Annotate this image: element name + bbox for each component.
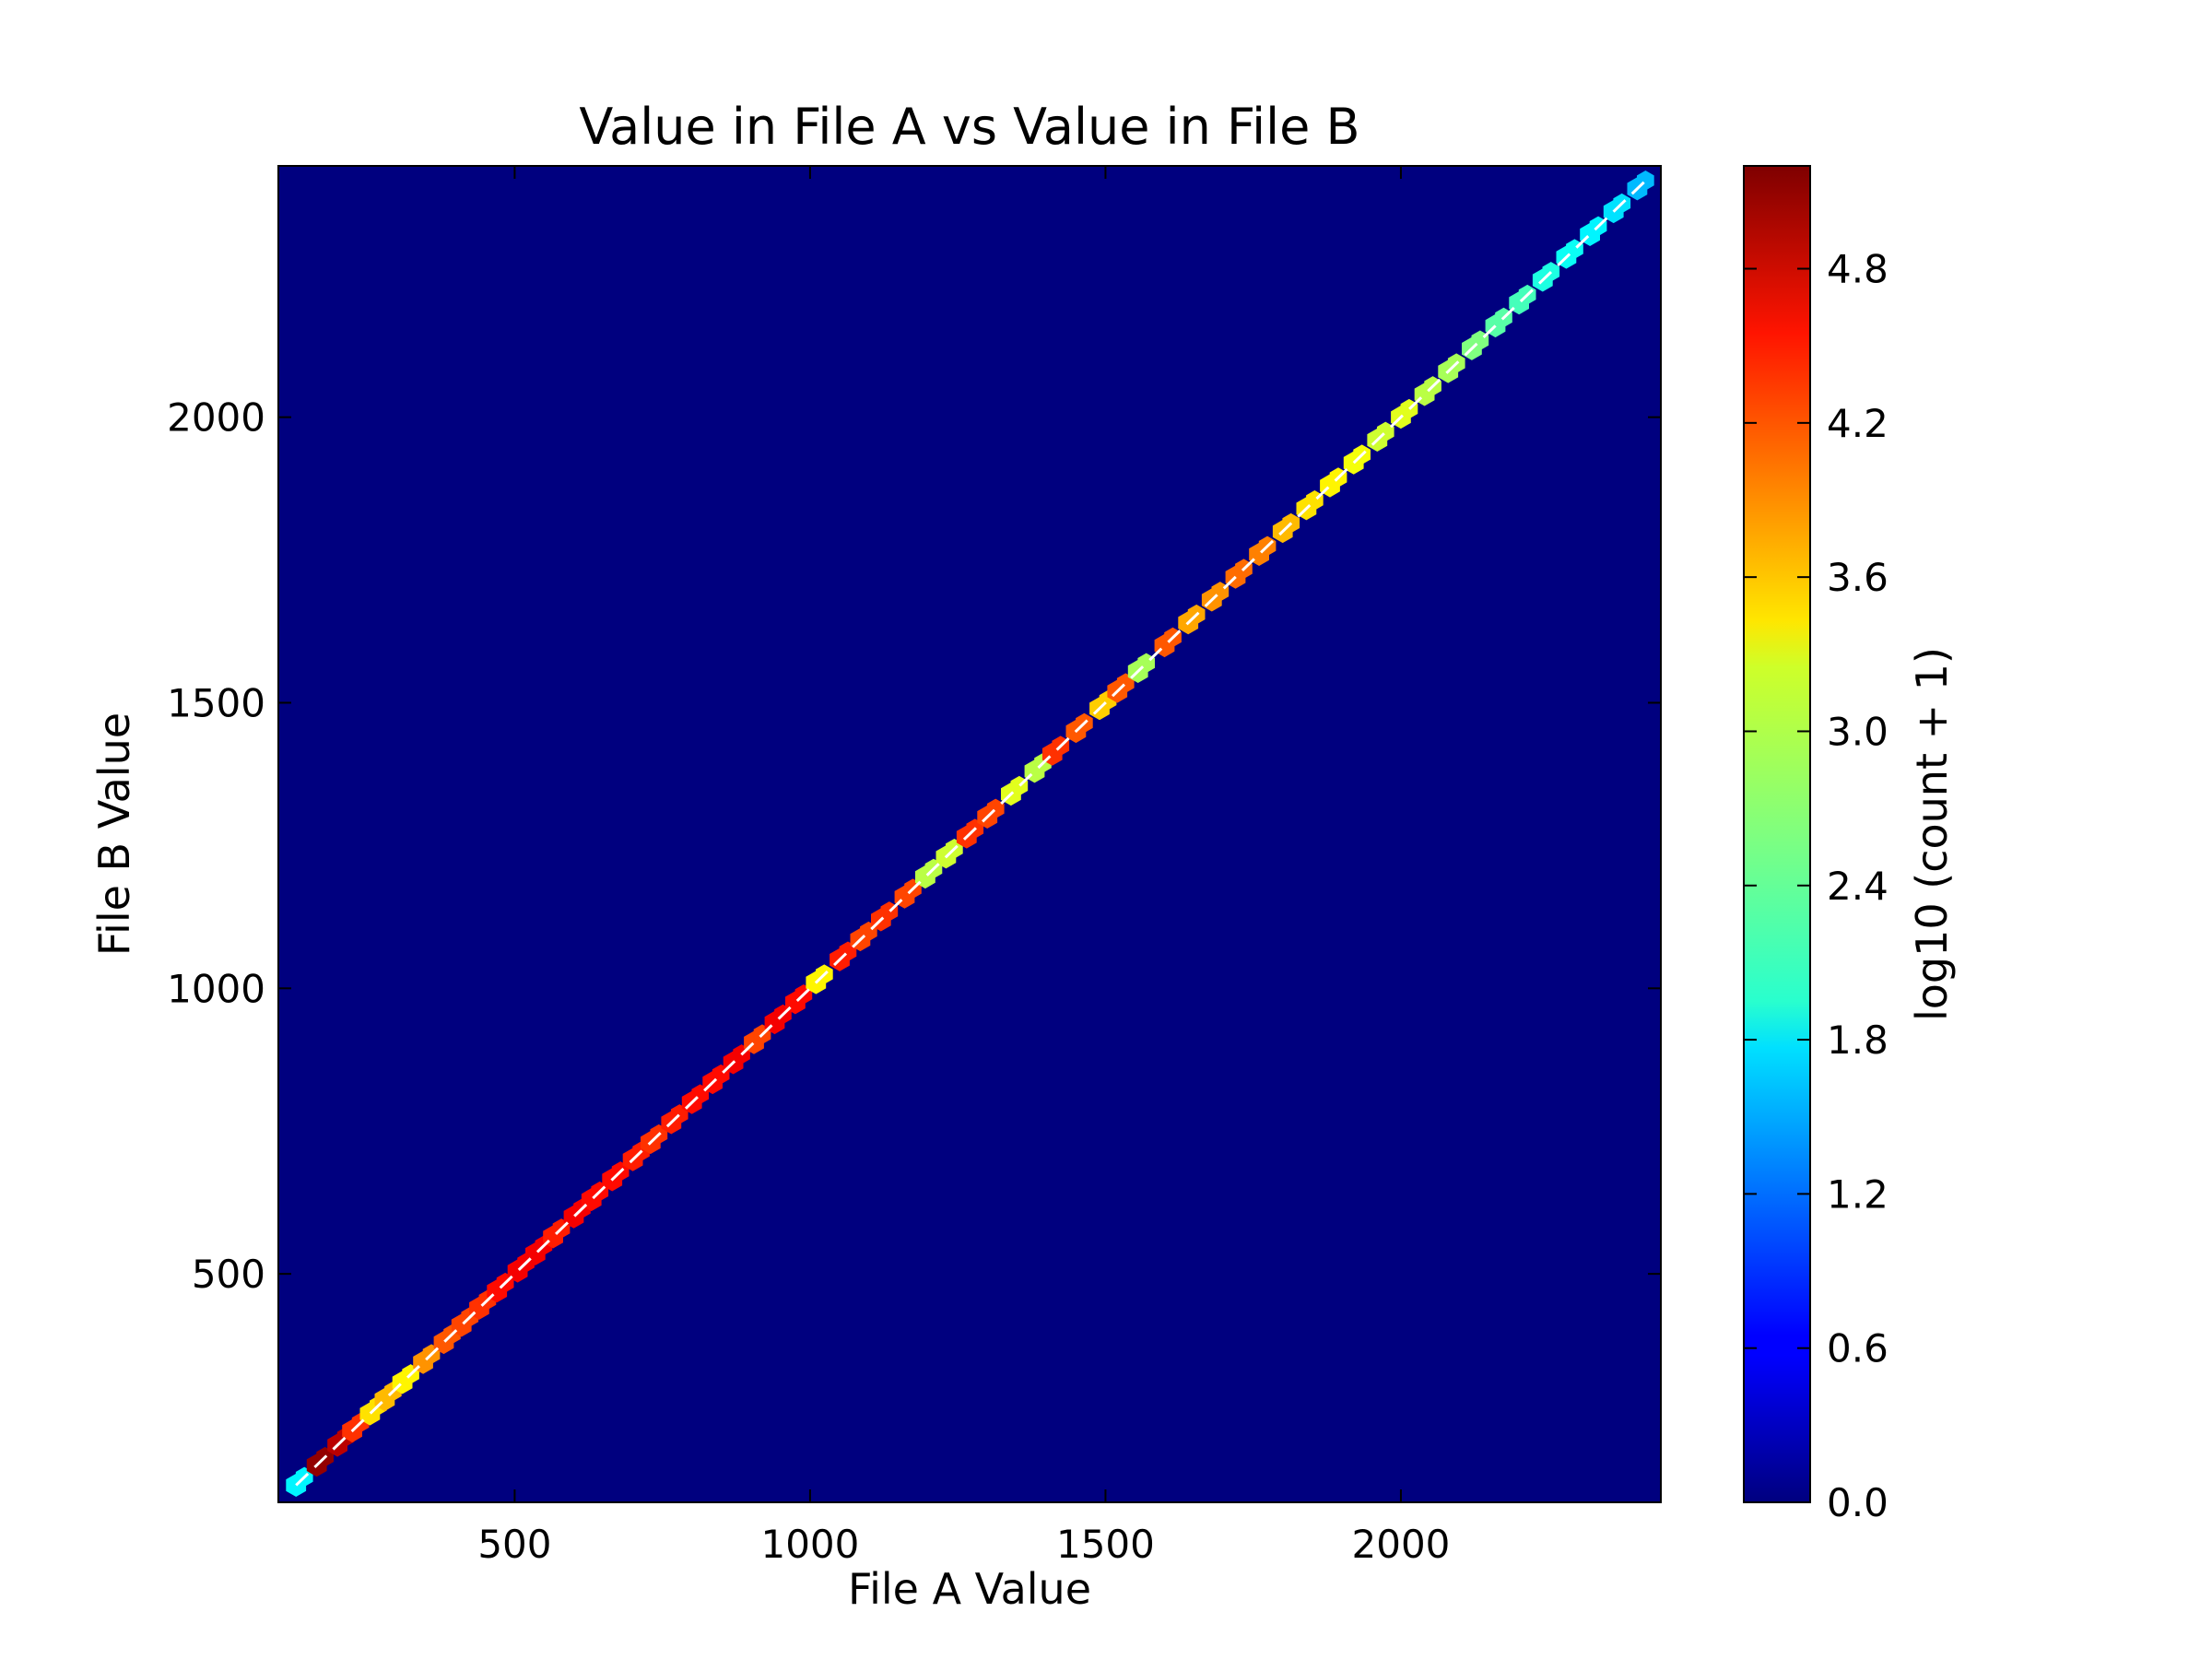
y-tick-label: 1500 <box>167 680 265 725</box>
colorbar-tick-label: 2.4 <box>1827 864 1888 909</box>
colorbar-tick-label: 4.2 <box>1827 401 1888 446</box>
colorbar-tick-label: 1.8 <box>1827 1018 1888 1063</box>
x-tick-label: 2000 <box>1352 1522 1451 1567</box>
x-tick-label: 1000 <box>760 1522 859 1567</box>
x-tick-label: 500 <box>477 1522 551 1567</box>
identity-reference-line <box>295 176 1651 1487</box>
chart-title: Value in File A vs Value in File B <box>579 98 1359 156</box>
y-tick-label: 1000 <box>167 966 265 1011</box>
x-tick-label: 1500 <box>1056 1522 1155 1567</box>
colorbar-tick-label: 0.6 <box>1827 1326 1888 1371</box>
plot-area <box>277 165 1662 1503</box>
plot-frame <box>277 165 1662 1503</box>
y-axis: 500 1000 1500 2000 <box>167 395 1661 1297</box>
x-axis-label: File A Value <box>848 1564 1091 1614</box>
colorbar: 0.0 0.6 1.2 1.8 2.4 3.0 3.6 4.2 4.8 log10 (count… <box>1743 165 1957 1525</box>
colorbar-tick-label: 1.2 <box>1827 1171 1888 1217</box>
colorbar-tick-label: 3.6 <box>1827 555 1888 600</box>
x-axis: 500 1000 1500 2000 <box>477 166 1450 1567</box>
y-axis-label: File B Value <box>89 712 139 956</box>
y-tick-label: 500 <box>192 1252 265 1297</box>
colorbar-tick-label: 3.0 <box>1827 709 1888 754</box>
colorbar-tick-label: 4.8 <box>1827 247 1888 292</box>
colorbar-gradient <box>1743 165 1811 1503</box>
colorbar-label: log10 (count + 1) <box>1907 647 1957 1021</box>
colorbar-tick-label: 0.0 <box>1827 1480 1888 1525</box>
y-tick-label: 2000 <box>167 395 265 441</box>
